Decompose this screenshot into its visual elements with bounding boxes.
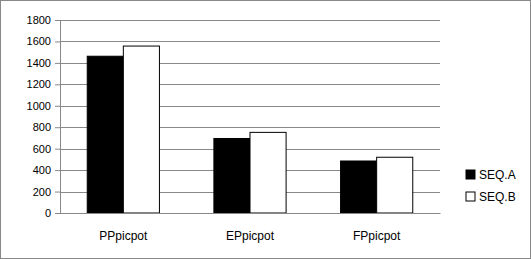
y-tick-label: 1800 [27,14,51,26]
y-tick-mark [55,170,60,171]
y-tick-label: 1600 [27,35,51,47]
legend-label: SEQ.B [479,190,516,204]
y-tick: 1400 [27,57,60,69]
y-tick-mark [55,127,60,128]
grid [60,21,440,214]
x-tick-label: EPpicpot [226,229,275,243]
y-tick-label: 1200 [27,78,51,90]
y-axis-line [60,21,61,214]
y-axis: 0 200 400 600 800 1000 1200 1400 1600 1800 [27,14,61,219]
legend-label: SEQ.A [479,168,516,182]
y-tick-mark [55,63,60,64]
y-tick-mark [55,20,60,21]
bar [123,46,159,213]
y-tick-label: 200 [33,186,51,198]
grid-line [60,213,440,214]
y-tick: 0 [45,207,60,219]
bar [214,138,250,213]
y-tick-mark [55,213,60,214]
legend-swatch [466,170,475,179]
x-axis: PPpicpot EPpicpot FPpicpot [61,213,441,243]
y-tick-label: 400 [33,164,51,176]
x-axis-line [61,213,441,214]
y-tick-label: 0 [45,207,51,219]
chart-svg: 0 200 400 600 800 1000 1200 1400 1600 1800 PPpicpo… [0,0,531,259]
y-tick: 600 [33,143,60,155]
y-tick: 1000 [27,100,60,112]
x-tick: EPpicpot [226,213,275,243]
bar [250,132,286,213]
x-tick-label: FPpicpot [353,229,401,243]
bar [87,56,123,213]
legend-swatch [466,192,475,201]
bar [341,161,377,213]
bar [377,157,413,213]
y-tick-label: 1400 [27,57,51,69]
chart-container: 0 200 400 600 800 1000 1200 1400 1600 1800 PPpicpo… [0,0,531,259]
grid-line [60,41,440,42]
legend: SEQ.A SEQ.B [466,168,516,204]
grid-line [60,20,440,21]
y-tick: 1800 [27,14,60,26]
y-tick-mark [55,192,60,193]
chart-border [1,1,531,259]
y-tick-mark [55,84,60,85]
y-tick-label: 1000 [27,100,51,112]
y-tick-label: 800 [33,121,51,133]
y-tick-mark [55,106,60,107]
x-tick-label: PPpicpot [99,229,148,243]
y-tick-label: 600 [33,143,51,155]
y-tick: 1600 [27,35,60,47]
y-tick: 800 [33,121,60,133]
y-tick: 200 [33,186,60,198]
y-tick-mark [55,149,60,150]
x-tick: FPpicpot [353,213,401,243]
y-tick-mark [55,41,60,42]
x-tick: PPpicpot [99,213,148,243]
y-tick: 1200 [27,78,60,90]
bars [87,46,413,213]
y-tick: 400 [33,164,60,176]
